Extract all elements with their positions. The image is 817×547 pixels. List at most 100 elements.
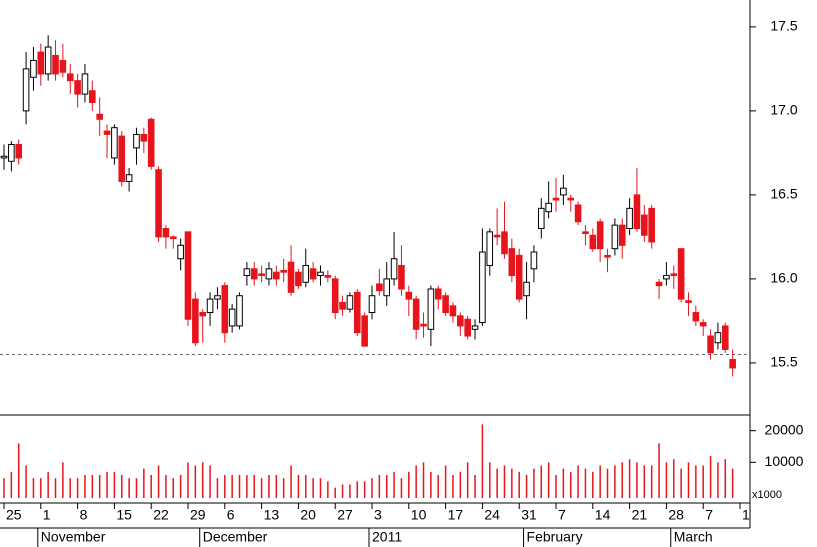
- candle-body: [309, 268, 317, 280]
- month-label: December: [203, 529, 268, 545]
- candle-body: [641, 214, 648, 236]
- volume-bar: [172, 478, 175, 498]
- candle-body: [633, 194, 641, 230]
- candle-body: [236, 295, 243, 327]
- candle-body: [81, 73, 89, 95]
- candle-body: [103, 130, 111, 135]
- volume-bar: [540, 465, 543, 498]
- candle-body: [677, 248, 685, 300]
- volume-bar: [187, 462, 189, 498]
- volume-bar: [25, 465, 27, 498]
- candle-body: [22, 68, 30, 112]
- volume-bar: [157, 465, 160, 498]
- candle-body: [15, 143, 23, 159]
- candle-body: [44, 46, 52, 75]
- volume-bar: [599, 465, 601, 498]
- volume-bar: [327, 481, 329, 498]
- volume-bar: [408, 471, 410, 498]
- candle-body: [192, 298, 199, 344]
- volume-bar: [650, 465, 653, 498]
- volume-bar: [165, 475, 167, 498]
- candle-body: [663, 275, 670, 280]
- candle-body: [243, 268, 251, 277]
- month-label: 2011: [372, 529, 402, 545]
- candle-body: [317, 271, 324, 277]
- candle-body: [228, 308, 236, 327]
- x-tick-label: 7: [705, 507, 713, 523]
- volume-bar: [334, 487, 336, 498]
- candle-body: [0, 155, 8, 159]
- volume-bar: [194, 465, 197, 498]
- x-tick-label: 15: [116, 507, 132, 523]
- candle-body: [442, 295, 449, 314]
- volume-bar: [32, 478, 35, 498]
- volume-bar: [224, 475, 226, 498]
- candle-body: [265, 268, 273, 280]
- volume-bar: [385, 475, 388, 498]
- volume-bar: [3, 478, 5, 498]
- candle-body: [655, 281, 663, 287]
- x-tick-label: 6: [227, 507, 235, 523]
- volume-bar: [201, 462, 204, 498]
- volume-bar: [592, 471, 594, 498]
- volume-bar: [422, 462, 425, 498]
- volume-bar: [54, 478, 57, 498]
- x-tick-label: 7: [558, 507, 566, 523]
- volume-bar: [84, 475, 86, 498]
- x-tick-label: 24: [484, 507, 500, 523]
- candle-body: [537, 207, 545, 230]
- candle-body: [471, 325, 479, 330]
- volume-bar: [466, 462, 469, 498]
- volume-bar: [474, 475, 476, 498]
- volume-bar: [268, 475, 270, 498]
- candle-body: [169, 236, 177, 240]
- volume-bar: [356, 481, 359, 498]
- candle-body: [530, 251, 538, 270]
- candle-body: [74, 80, 81, 95]
- volume-bar: [452, 475, 454, 498]
- candle-body: [729, 359, 736, 369]
- volume-bar: [319, 478, 322, 498]
- volume-bar: [128, 478, 130, 498]
- volume-bar: [106, 471, 108, 498]
- candle-body: [368, 295, 376, 314]
- volume-bar: [437, 475, 439, 498]
- x-tick-label: 20: [300, 507, 316, 523]
- candle-body: [582, 231, 589, 235]
- y-tick-label: 17.0: [770, 102, 797, 118]
- volume-bar: [40, 478, 42, 498]
- volume-bar: [695, 465, 697, 498]
- volume-bar: [290, 465, 292, 498]
- volume-bar: [260, 478, 263, 498]
- volume-bar: [673, 459, 675, 498]
- volume-bar: [282, 478, 285, 498]
- volume-bar: [533, 468, 535, 498]
- candle-body: [324, 275, 332, 278]
- x-tick-label: 25: [6, 507, 22, 523]
- candle-body: [707, 335, 714, 354]
- candle-body: [412, 298, 420, 330]
- volume-bar: [17, 443, 20, 498]
- x-tick-label: 1: [43, 507, 51, 523]
- candle-body: [111, 127, 118, 159]
- x-tick-label: 29: [190, 507, 206, 523]
- volume-bar: [665, 462, 668, 498]
- volume-bar: [444, 465, 447, 498]
- candle-body: [508, 248, 516, 277]
- candle-body: [295, 271, 302, 287]
- volume-unit: x1000: [752, 489, 782, 501]
- candle-body: [346, 295, 354, 310]
- candle-body: [184, 231, 192, 320]
- volume-bar: [297, 475, 300, 498]
- candle-body: [280, 270, 287, 273]
- volume-bar: [606, 468, 609, 498]
- candle-body: [118, 135, 126, 182]
- volume-bar: [724, 459, 727, 498]
- candle-body: [692, 312, 700, 322]
- candle-body: [52, 54, 59, 75]
- candle-body: [59, 59, 67, 73]
- volume-bar: [150, 475, 152, 498]
- volume-bar: [76, 478, 79, 498]
- candle-body: [464, 318, 471, 337]
